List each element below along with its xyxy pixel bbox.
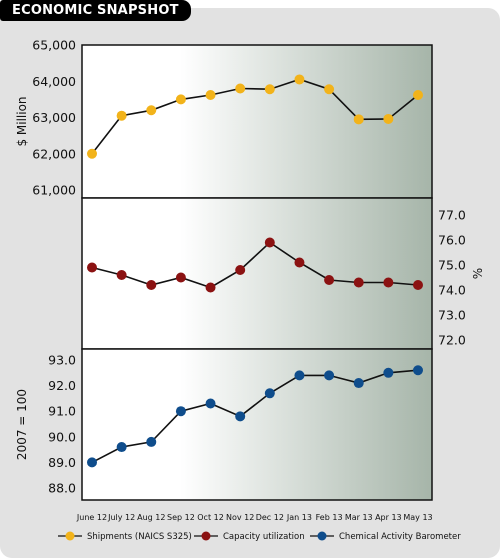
x-tick-label: Nov 12 <box>226 513 254 522</box>
panel-2-data-point <box>205 282 216 293</box>
panel-1-tick-label: 64,000 <box>32 74 76 89</box>
panel-1-tick-label: 65,000 <box>32 38 76 53</box>
panel-3-data-point <box>294 370 305 381</box>
panel-1-tick-label: 63,000 <box>32 110 76 125</box>
panel-2-data-point <box>353 277 364 288</box>
panel-2-data-point <box>175 272 186 283</box>
panel-3-data-point <box>264 388 275 399</box>
legend-label: Chemical Activity Barometer <box>339 532 461 542</box>
panel-2-data-point <box>87 262 97 273</box>
panel-2-tick-label: 77.0 <box>438 208 466 223</box>
panel-2-data-point <box>264 237 275 248</box>
panel-2-data-point <box>383 277 394 288</box>
panel-3-data-point <box>324 370 335 381</box>
panel-3-tick-label: 93.0 <box>48 353 76 368</box>
panel-2-data-point <box>235 265 246 275</box>
panel-2-data-point <box>324 275 335 285</box>
panel-3-tick-label: 89.0 <box>48 455 76 470</box>
panel-3-data-point <box>116 442 127 453</box>
panel-3-axis-label: 2007 = 100 <box>15 389 29 460</box>
x-tick-label: Jan 13 <box>286 513 312 522</box>
legend-marker <box>65 531 75 541</box>
x-tick-label: May 13 <box>403 513 432 522</box>
x-tick-label: Feb 13 <box>316 513 343 522</box>
x-tick-label: June 12 <box>76 513 107 522</box>
x-tick-label: Sep 12 <box>167 513 195 522</box>
x-tick-label: Dec 12 <box>256 513 284 522</box>
panel-1-data-point <box>264 84 275 95</box>
panel-2-tick-label: 73.0 <box>438 308 466 323</box>
panel-3-tick-label: 92.0 <box>48 378 76 393</box>
legend-marker <box>317 531 327 541</box>
legend-marker <box>201 531 211 541</box>
panel-2-data-point <box>146 280 157 290</box>
panel-3-tick-label: 88.0 <box>48 481 76 496</box>
panel-3-plot-area <box>81 348 433 501</box>
panel-2-data-point <box>294 257 305 268</box>
panel-1-data-point <box>205 90 216 101</box>
panel-1-tick-label: 62,000 <box>32 146 76 161</box>
panel-2-axis-label: % <box>471 268 485 279</box>
panel-1-data-point <box>116 110 127 121</box>
panel-3-tick-label: 90.0 <box>48 429 76 444</box>
panel-2-plot-area <box>81 197 433 350</box>
panel-3-data-point <box>146 436 157 447</box>
panel-1-data-point <box>175 94 186 105</box>
legend-label: Capacity utilization <box>223 532 305 542</box>
panel-3-data-point <box>383 367 394 378</box>
x-tick-label: Apr 13 <box>375 513 402 522</box>
panel-1-data-point <box>413 90 423 101</box>
x-tick-label: Aug 12 <box>137 513 165 522</box>
panel-3-data-point <box>235 411 246 422</box>
panel-1-data-point <box>87 148 97 159</box>
panel-2-data-point <box>413 280 423 290</box>
panel-3-data-point <box>205 398 216 409</box>
panel-1-tick-label: 61,000 <box>32 183 76 198</box>
panel-3-data-point <box>87 457 97 468</box>
x-tick-label: Oct 12 <box>197 513 224 522</box>
x-tick-label: Mar 13 <box>345 513 373 522</box>
x-tick-label: July 12 <box>107 513 135 522</box>
panel-2-tick-label: 72.0 <box>438 333 466 348</box>
panel-1-data-point <box>235 83 246 94</box>
panel-1-data-point <box>353 114 364 125</box>
page-title: ECONOMIC SNAPSHOT <box>0 0 191 21</box>
legend-label: Shipments (NAICS S325) <box>87 532 192 542</box>
panel-1-axis-label: $ Million <box>15 96 29 146</box>
panel-3-data-point <box>353 378 364 389</box>
panel-1-plot-area <box>81 44 433 199</box>
panel-1-data-point <box>324 84 335 95</box>
panel-1-data-point <box>294 74 305 85</box>
panel-3-tick-label: 91.0 <box>48 404 76 419</box>
panel-1-data-point <box>146 105 157 116</box>
panel-2-tick-label: 76.0 <box>438 233 466 248</box>
panel-3-data-point <box>413 365 423 376</box>
panel-1-data-point <box>383 113 394 124</box>
panel-2-tick-label: 75.0 <box>438 258 466 273</box>
panel-2-data-point <box>116 270 127 280</box>
panel-2-tick-label: 74.0 <box>438 283 466 298</box>
panel-3-data-point <box>175 406 186 417</box>
